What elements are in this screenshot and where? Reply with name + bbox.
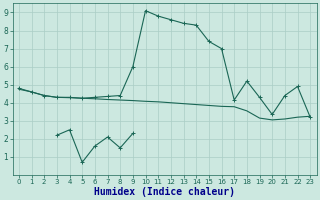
X-axis label: Humidex (Indice chaleur): Humidex (Indice chaleur): [94, 186, 235, 197]
